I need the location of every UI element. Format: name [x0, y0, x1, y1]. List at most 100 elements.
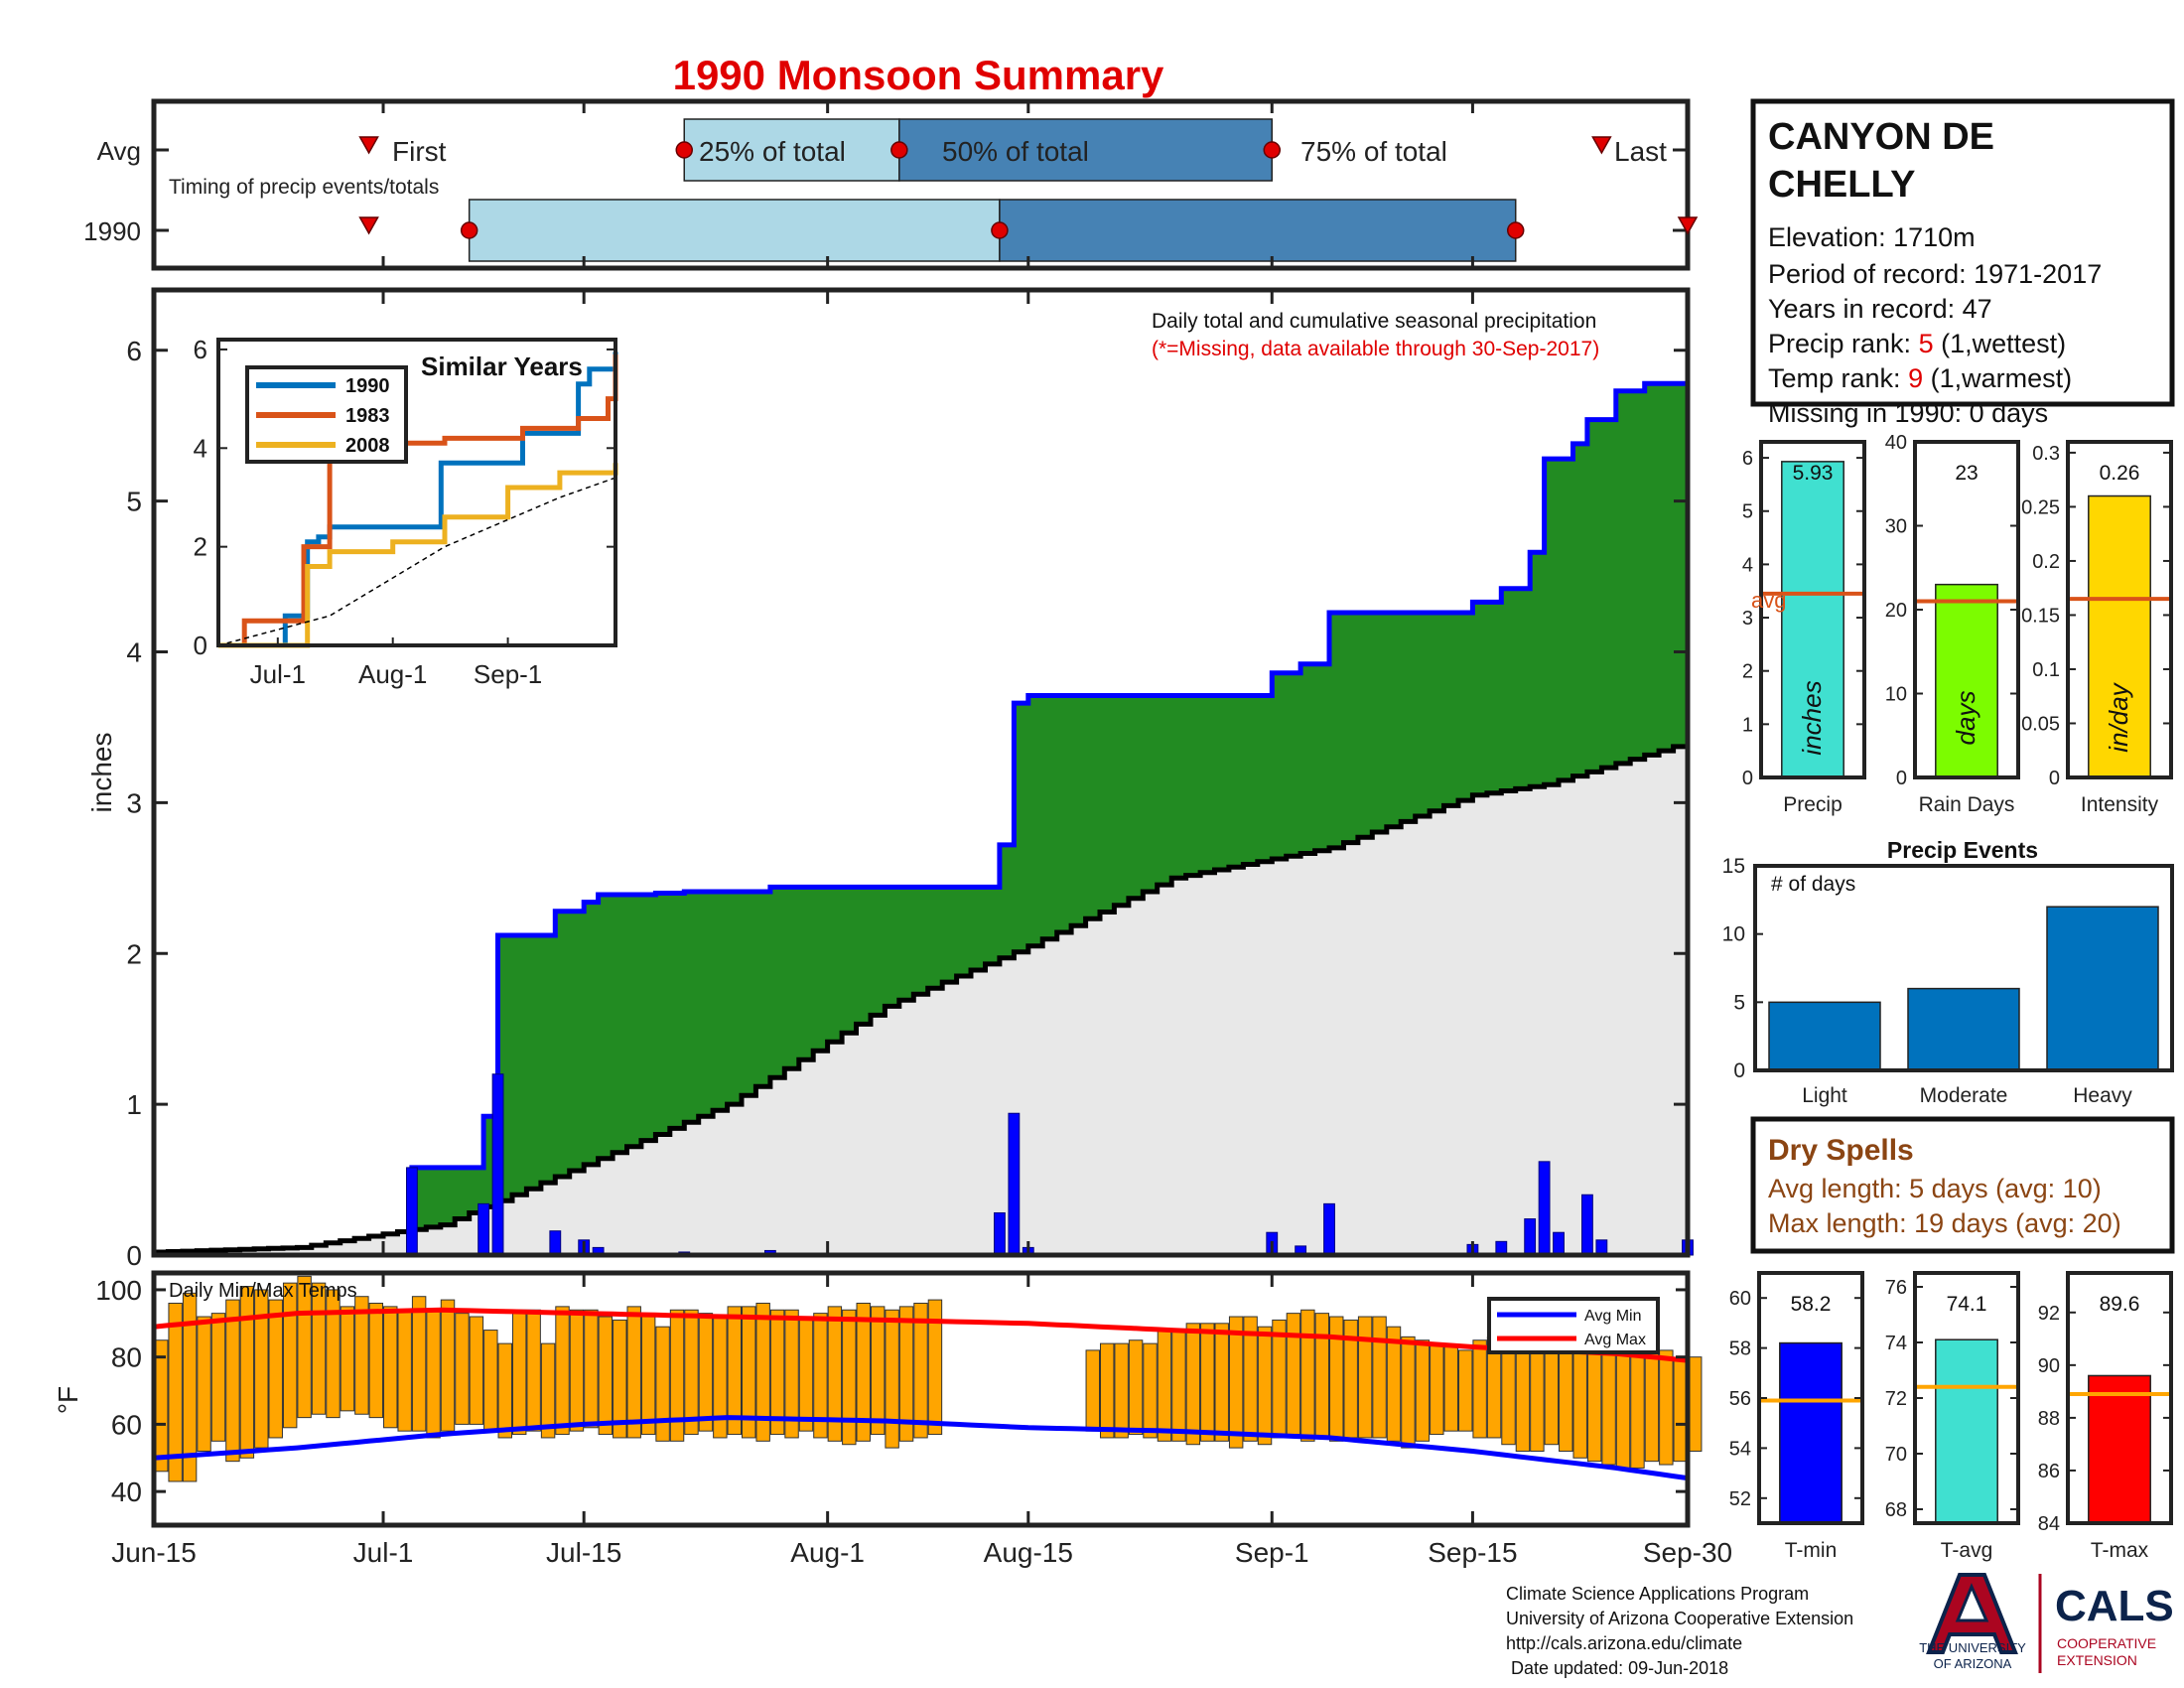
dry-spells-box: Dry Spells Avg length: 5 days (avg: 10) … — [1750, 1116, 2175, 1254]
timing-avg-box-25-50 — [683, 118, 900, 182]
date-x-axis: Jun-15 Jul-1 Jul-15 Aug-1 Aug-15 Sep-1 Sep-15 S… — [111, 101, 1732, 1568]
daily-temp-bar-52 — [898, 1306, 914, 1442]
precip-events-bar-heavy — [2046, 906, 2159, 1071]
intensity-y-tick-label-0: 0 — [2049, 768, 2060, 789]
daily-temp-bar-40 — [727, 1306, 743, 1436]
inset-legend: 1990 1983 2008 — [245, 365, 408, 464]
timing-avg-last-marker — [1591, 136, 1612, 155]
timing-1990-box-25-50 — [468, 199, 1001, 262]
t-min-panel: 52 54 56 58 60 58.2 T-min — [1729, 1271, 1864, 1562]
rain-days-y-tick-label-4: 40 — [1885, 432, 1907, 454]
daily-temp-bar-7 — [254, 1289, 269, 1449]
precip-rank-value: 5 — [1919, 329, 1934, 358]
timing-subtitle: Timing of precip events/totals — [169, 176, 439, 199]
t-min-y-tick-label-4: 60 — [1729, 1288, 1751, 1310]
intensity-value-label: 0.26 — [2100, 462, 2140, 485]
daily-precip-bar-3 — [549, 1230, 562, 1256]
x-tick-label-sep-30: Sep-30 — [1643, 1537, 1732, 1568]
intensity-bar-text: in/day — [2104, 681, 2133, 752]
daily-temp-bar-6 — [239, 1286, 255, 1459]
daily-temp-bar-89 — [1430, 1342, 1444, 1436]
t-max-y-tick-label-3: 90 — [2038, 1355, 2060, 1377]
precip-panel: 0 1 2 3 4 5 6 5.93 Precip inches avg — [1742, 440, 1866, 816]
precip-y-tick-label-5: 5 — [1742, 501, 1753, 523]
daily-temp-bar-78 — [1272, 1319, 1287, 1439]
t-min-y-tick-label-2: 56 — [1729, 1388, 1751, 1410]
daily-precip-bar-18 — [1553, 1231, 1565, 1256]
footer-program: Climate Science Applications Program — [1506, 1584, 1809, 1604]
temp-y-axis-label: °F — [53, 1386, 83, 1414]
rain-days-x-label: Rain Days — [1919, 793, 2015, 816]
cals-logo-line2: EXTENSION — [2057, 1652, 2137, 1668]
daily-temp-bar-72 — [1185, 1323, 1201, 1446]
intensity-y-tick-label-3: 0.15 — [2021, 605, 2060, 627]
t-max-y-tick-label-0: 84 — [2038, 1513, 2060, 1535]
daily-temp-bar-50 — [870, 1306, 886, 1436]
daily-precip-bar-8 — [994, 1211, 1006, 1256]
intensity-panel: 0 0.05 0.1 0.15 0.2 0.25 0.3 0.26 Intensity in/da… — [2021, 440, 2173, 816]
ua-logo-line2: OF ARIZONA — [1934, 1656, 2012, 1671]
daily-temp-bar-28 — [555, 1306, 570, 1436]
precip-events-panel: Precip Events Light Moderate Heavy 0 5 10 15 #… — [1722, 837, 2174, 1107]
precip-y-tick-label-4: 4 — [1742, 554, 1753, 576]
main-y-tick-label-0: 0 — [126, 1240, 142, 1271]
precip-bar — [1781, 461, 1844, 778]
daily-temp-bar-18 — [411, 1296, 427, 1432]
intensity-y-tick-label-4: 0.2 — [2032, 551, 2060, 573]
daily-temp-bar-68 — [1128, 1339, 1144, 1436]
precip-y-tick-label-1: 1 — [1742, 714, 1753, 736]
temp-plot-frame — [151, 1270, 1691, 1528]
footer-url: http://cals.arizona.edu/climate — [1506, 1633, 1742, 1653]
main-precip-panel: 0 1 2 3 4 5 6 inches Daily total and cumulativ… — [86, 287, 1694, 1271]
daily-temp-bar-85 — [1372, 1316, 1387, 1439]
main-chart-missing-note: (*=Missing, data available through 30-Se… — [1152, 338, 1599, 360]
timing-panel: Avg 1990 Timing of precip events/totals … — [83, 98, 1699, 271]
timing-avg-p75-marker — [1263, 141, 1282, 159]
dry-spells-max-length: Max length: 19 days (avg: 20) — [1768, 1208, 2121, 1238]
cumulative-1990-line — [154, 360, 1691, 1258]
daily-temp-bar-21 — [455, 1313, 470, 1425]
daily-temp-bar-74 — [1214, 1323, 1229, 1442]
daily-temp-bar-35 — [655, 1326, 670, 1442]
x-tick-label-jun-15: Jun-15 — [111, 1537, 197, 1568]
daily-temp-bar-105 — [1659, 1349, 1674, 1466]
figure-title: 1990 Monsoon Summary — [673, 52, 1164, 98]
x-tick-label-aug-15: Aug-15 — [984, 1537, 1073, 1568]
timing-1990-p25-marker — [460, 221, 478, 239]
inset-x-tick-label-1: Aug-1 — [358, 659, 427, 689]
daily-temp-bar-38 — [698, 1313, 714, 1432]
dry-spells-frame — [1750, 1116, 2175, 1254]
temp-legend-label-1: Avg Max — [1584, 1332, 1646, 1348]
t-max-x-label: T-max — [2091, 1539, 2149, 1562]
t-avg-y-tick-label-4: 76 — [1885, 1277, 1907, 1299]
main-y-tick-label-3: 3 — [126, 787, 142, 818]
daily-temp-bar-82 — [1329, 1316, 1344, 1442]
daily-temp-bar-90 — [1443, 1346, 1458, 1432]
rain-days-y-tick-label-2: 20 — [1885, 600, 1907, 622]
precip-events-x-label-moderate: Moderate — [1920, 1084, 2008, 1107]
university-of-arizona-logo: THE UNIVERSITY OF ARIZONA — [1919, 1573, 2026, 1671]
daily-temp-bar-27 — [540, 1342, 556, 1439]
footer-university: University of Arizona Cooperative Extens… — [1506, 1609, 1853, 1628]
t-avg-bar — [1935, 1338, 1998, 1524]
daily-temp-bar-19 — [426, 1309, 441, 1439]
small-bar-panels: 01234565.93Precipinchesavg01020304023Rai… — [1729, 432, 2173, 1562]
daily-temp-bar-80 — [1300, 1309, 1315, 1442]
timing-label-75pct: 75% of total — [1300, 136, 1447, 167]
temp-y-tick-label-3: 100 — [95, 1275, 142, 1306]
daily-temp-bar-8 — [268, 1299, 283, 1439]
daily-temp-bar-43 — [769, 1309, 785, 1436]
cals-logo-text: CALS — [2055, 1582, 2174, 1630]
station-temp-rank: Temp rank: 9 (1,warmest) — [1768, 363, 2072, 393]
daily-temp-bar-75 — [1228, 1316, 1244, 1449]
daily-temp-bar-67 — [1114, 1342, 1129, 1439]
rain-days-value-label: 23 — [1955, 462, 1978, 485]
main-plot-frame — [151, 287, 1691, 1258]
daily-temp-bar-17 — [397, 1309, 412, 1432]
daily-temp-bar-88 — [1415, 1339, 1431, 1442]
rain-days-y-tick-label-0: 0 — [1896, 768, 1907, 789]
intensity-frame — [2066, 440, 2173, 779]
timing-row-label-1990: 1990 — [83, 216, 141, 246]
timing-label-first: First — [392, 136, 447, 167]
